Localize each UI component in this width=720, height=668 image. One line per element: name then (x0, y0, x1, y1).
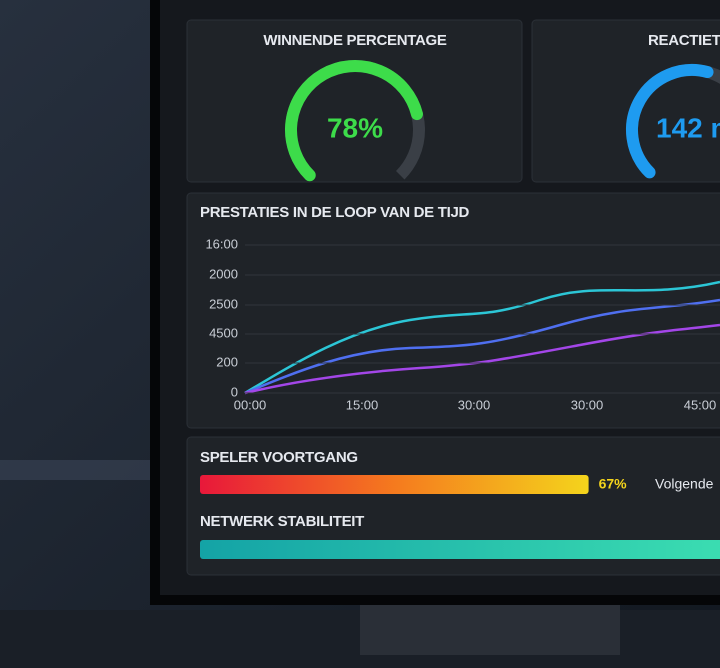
x-axis-label: 30:00 (571, 397, 604, 412)
y-axis-label: 4500 (209, 325, 238, 340)
chart-title: PRESTATIES IN DE LOOP VAN DE TIJD (200, 204, 469, 221)
dashboard: WINNENDE PERCENTAGE REACTIET PRESTATIES … (160, 0, 720, 595)
x-axis-label: 30:00 (458, 397, 491, 412)
gauge-title: REACTIET (648, 32, 720, 49)
line (244, 280, 720, 395)
x-axis-label: 45:00 (684, 397, 717, 412)
gauge-value: 142 m (656, 112, 720, 143)
x-axis-label: 00:00 (234, 397, 267, 412)
y-axis-label: 2500 (209, 296, 238, 311)
y-axis-label: 200 (216, 354, 238, 369)
panel (186, 19, 523, 183)
y-axis-label: 16:00 (205, 236, 238, 251)
progress-bar (200, 475, 589, 494)
gauge-arc (285, 60, 423, 182)
panel (186, 192, 720, 429)
y-axis-label: 0 (231, 384, 238, 399)
progress-title: NETWERK STABILITEIT (200, 513, 364, 530)
panel (531, 19, 720, 183)
desk-edge (0, 460, 160, 480)
progress-label: 67% (599, 476, 628, 492)
gauge-value: 78% (327, 112, 383, 143)
progress-note: Volgende (655, 476, 714, 492)
line (244, 298, 720, 395)
gauge-title: WINNENDE PERCENTAGE (263, 32, 446, 49)
line (244, 323, 720, 395)
progress-bar (200, 540, 720, 559)
y-axis-label: 2000 (209, 266, 238, 281)
progress-title: SPELER VOORTGANG (200, 449, 358, 466)
gauge-arc (626, 64, 714, 179)
x-axis-label: 15:00 (346, 397, 379, 412)
